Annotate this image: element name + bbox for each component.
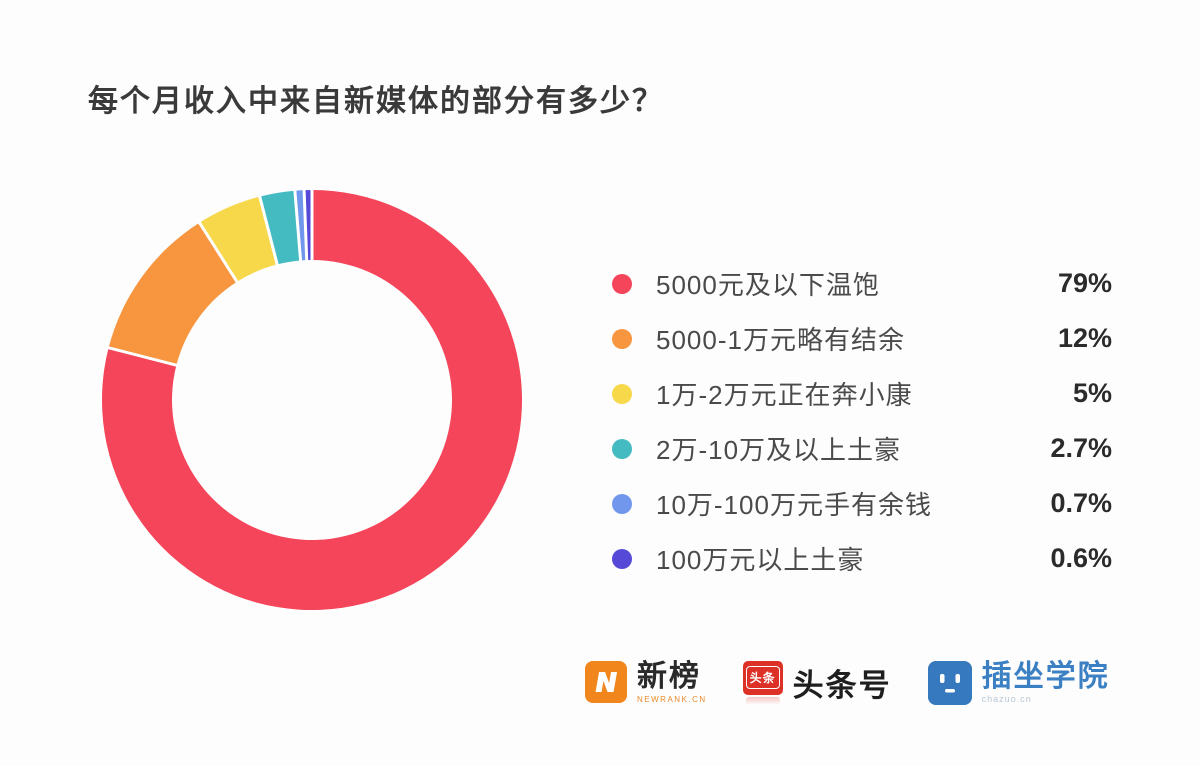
legend-value: 79% bbox=[1057, 268, 1112, 298]
segment-separator bbox=[293, 186, 303, 265]
legend-label: 5000元及以下温饱 bbox=[656, 270, 880, 300]
newrank-bolt-icon bbox=[585, 661, 627, 704]
chazuo-logo-text: 插坐学院 bbox=[981, 659, 1110, 693]
donut-chart bbox=[95, 183, 529, 617]
legend-dot bbox=[612, 328, 632, 349]
toutiao-icon-reflection bbox=[745, 696, 780, 705]
newrank-logo-text: 新榜 bbox=[637, 660, 701, 694]
legend-label: 2万-10万及以上土豪 bbox=[656, 435, 902, 465]
toutiao-logo-text: 头条号 bbox=[792, 668, 892, 703]
segment-separator bbox=[196, 218, 241, 286]
legend-dot bbox=[612, 548, 632, 569]
legend-value: 12% bbox=[1057, 323, 1112, 353]
legend-label: 5000-1万元略有结余 bbox=[656, 325, 905, 355]
legend-dot bbox=[612, 383, 632, 404]
legend-label: 100万元以上土豪 bbox=[656, 545, 865, 575]
toutiao-icon: 头条 bbox=[742, 660, 783, 705]
donut-segment bbox=[102, 190, 523, 610]
legend: 5000元及以下温饱 79% 5000-1万元略有结余 12% 1万-2万元正在奔小康 5… bbox=[612, 256, 1112, 586]
legend-row: 2万-10万及以上土豪 2.7% bbox=[612, 421, 1112, 476]
legend-row: 100万元以上土豪 0.6% bbox=[612, 531, 1112, 586]
logo-toutiao: 头条 头条号 bbox=[742, 660, 892, 705]
legend-row: 10万-100万元手有余钱 0.7% bbox=[612, 476, 1112, 531]
footer-logos: 新榜 NEWRANK.CN 头条 头条号 插坐学院 chazuo. bbox=[585, 660, 1110, 705]
logo-chazuo: 插坐学院 chazuo.cn bbox=[927, 659, 1110, 705]
donut-chart-svg bbox=[102, 186, 523, 610]
donut-segment bbox=[259, 190, 301, 265]
toutiao-icon-text: 头条 bbox=[745, 666, 780, 689]
legend-value: 0.7% bbox=[1050, 488, 1112, 518]
chazuo-face-icon bbox=[927, 660, 972, 705]
legend-dot bbox=[612, 273, 632, 294]
newrank-logo-subtext: NEWRANK.CN bbox=[637, 694, 707, 704]
legend-label: 10万-100万元手有余钱 bbox=[656, 490, 932, 520]
legend-dot bbox=[612, 493, 632, 514]
legend-row: 5000-1万元略有结余 12% bbox=[612, 311, 1112, 366]
segment-separator bbox=[257, 192, 280, 269]
donut-segment bbox=[199, 196, 278, 282]
legend-value: 0.6% bbox=[1050, 543, 1112, 573]
donut-segment bbox=[108, 222, 237, 366]
legend-row: 1万-2万元正在奔小康 5% bbox=[612, 366, 1112, 421]
legend-value: 5% bbox=[1072, 378, 1112, 408]
legend-row: 5000元及以下温饱 79% bbox=[612, 256, 1112, 311]
chazuo-logo-subtext: chazuo.cn bbox=[981, 694, 1032, 705]
logo-newrank: 新榜 NEWRANK.CN bbox=[585, 661, 707, 704]
legend-value: 2.7% bbox=[1050, 433, 1112, 463]
page-title: 每个月收入中来自新媒体的部分有多少？ bbox=[88, 85, 664, 118]
legend-dot bbox=[612, 438, 632, 459]
segment-separator bbox=[302, 186, 309, 265]
legend-label: 1万-2万元正在奔小康 bbox=[656, 380, 913, 410]
segment-separator bbox=[104, 345, 181, 368]
